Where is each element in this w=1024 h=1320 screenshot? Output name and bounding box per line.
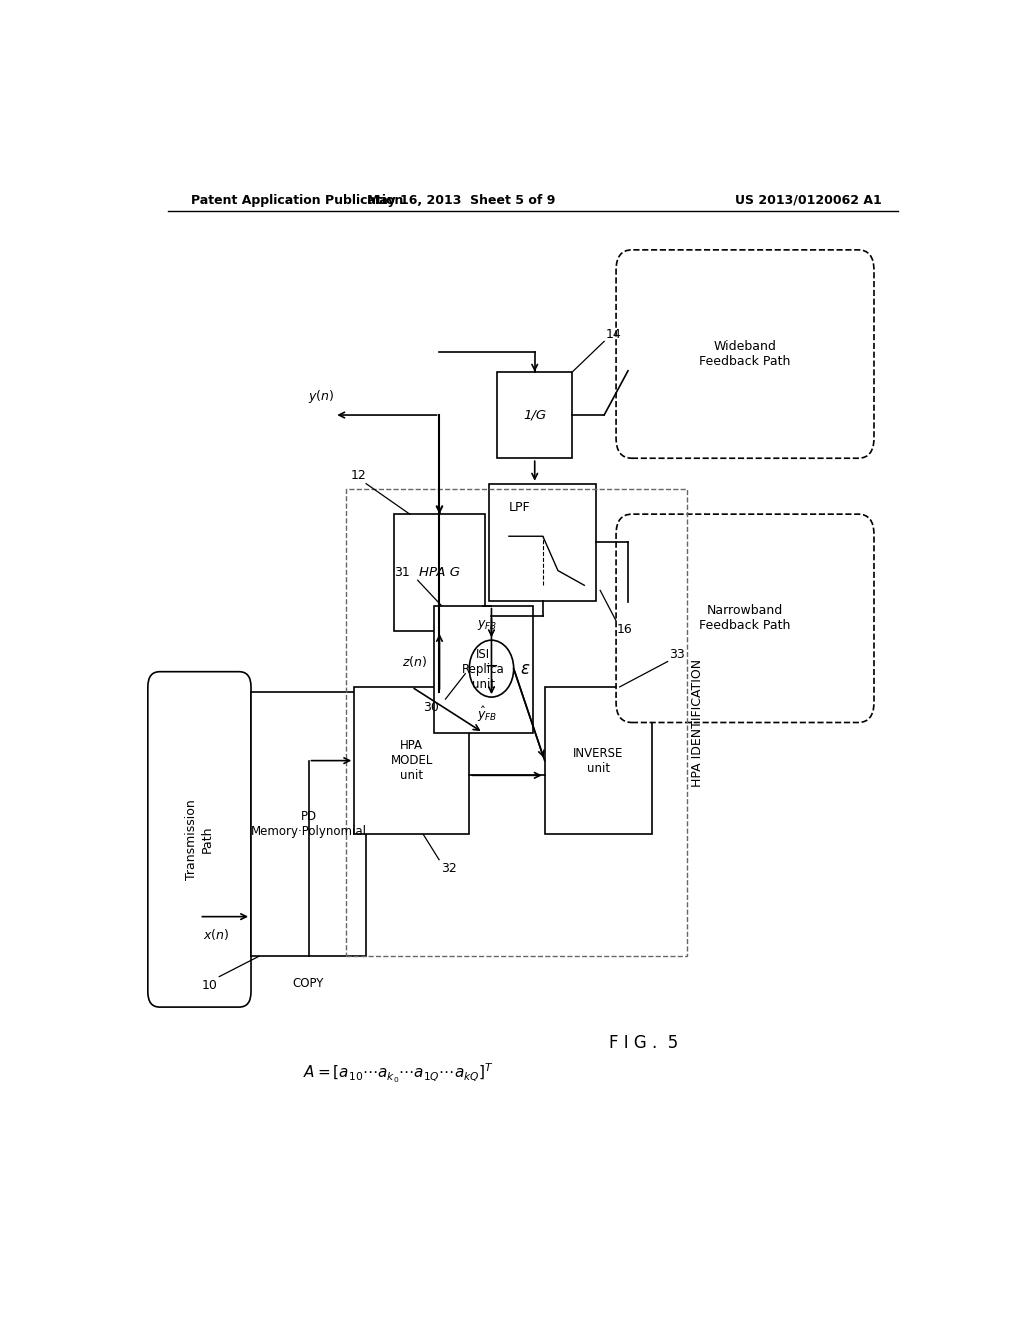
Text: $y_{FB}$: $y_{FB}$ bbox=[477, 618, 498, 632]
Bar bbox=[489, 483, 596, 601]
Text: HPA IDENTIFICATION: HPA IDENTIFICATION bbox=[690, 659, 703, 787]
Bar bbox=[433, 606, 532, 733]
Text: $A = [a_{10}\cdots a_{k_0}\cdots a_{1Q}\cdots a_{kQ}]^T$: $A = [a_{10}\cdots a_{k_0}\cdots a_{1Q}\… bbox=[303, 1061, 494, 1085]
Text: 30: 30 bbox=[423, 701, 439, 714]
Text: 32: 32 bbox=[440, 862, 457, 875]
Text: PD
Memory·Polynomial: PD Memory·Polynomial bbox=[251, 810, 367, 838]
Text: 12: 12 bbox=[350, 469, 366, 482]
Text: Wideband
Feedback Path: Wideband Feedback Path bbox=[699, 341, 791, 368]
Text: COPY: COPY bbox=[293, 977, 325, 990]
Bar bbox=[545, 686, 652, 834]
Text: 31: 31 bbox=[394, 566, 410, 579]
Text: INVERSE
unit: INVERSE unit bbox=[573, 747, 624, 775]
Text: $x(n)$: $x(n)$ bbox=[204, 927, 229, 941]
Text: US 2013/0120062 A1: US 2013/0120062 A1 bbox=[735, 194, 882, 207]
Text: $z(n)$: $z(n)$ bbox=[402, 653, 428, 669]
Text: F I G .  5: F I G . 5 bbox=[609, 1034, 679, 1052]
Text: May 16, 2013  Sheet 5 of 9: May 16, 2013 Sheet 5 of 9 bbox=[368, 194, 555, 207]
FancyBboxPatch shape bbox=[616, 515, 873, 722]
Text: ISI
Replica
unit: ISI Replica unit bbox=[462, 648, 505, 690]
Text: −: − bbox=[484, 656, 499, 675]
Bar bbox=[346, 488, 687, 956]
Bar bbox=[251, 692, 367, 956]
Text: 10: 10 bbox=[202, 978, 218, 991]
Text: 33: 33 bbox=[670, 648, 685, 660]
Text: 16: 16 bbox=[616, 623, 633, 636]
FancyBboxPatch shape bbox=[147, 672, 251, 1007]
Text: $\varepsilon$: $\varepsilon$ bbox=[520, 660, 530, 677]
Text: Patent Application Publication: Patent Application Publication bbox=[191, 194, 403, 207]
Text: Narrowband
Feedback Path: Narrowband Feedback Path bbox=[699, 605, 791, 632]
Text: $y(n)$: $y(n)$ bbox=[308, 388, 334, 405]
Text: HPA
MODEL
unit: HPA MODEL unit bbox=[390, 739, 433, 783]
Bar bbox=[394, 515, 485, 631]
FancyBboxPatch shape bbox=[616, 249, 873, 458]
Text: $\hat{y}_{FB}$: $\hat{y}_{FB}$ bbox=[477, 705, 498, 725]
Text: LPF: LPF bbox=[509, 500, 530, 513]
Bar bbox=[497, 372, 572, 458]
Text: HPA G: HPA G bbox=[419, 566, 460, 579]
Text: Transmission
Path: Transmission Path bbox=[185, 799, 213, 879]
Text: 1/G: 1/G bbox=[523, 409, 546, 421]
Bar bbox=[354, 686, 469, 834]
Text: 14: 14 bbox=[606, 329, 622, 342]
